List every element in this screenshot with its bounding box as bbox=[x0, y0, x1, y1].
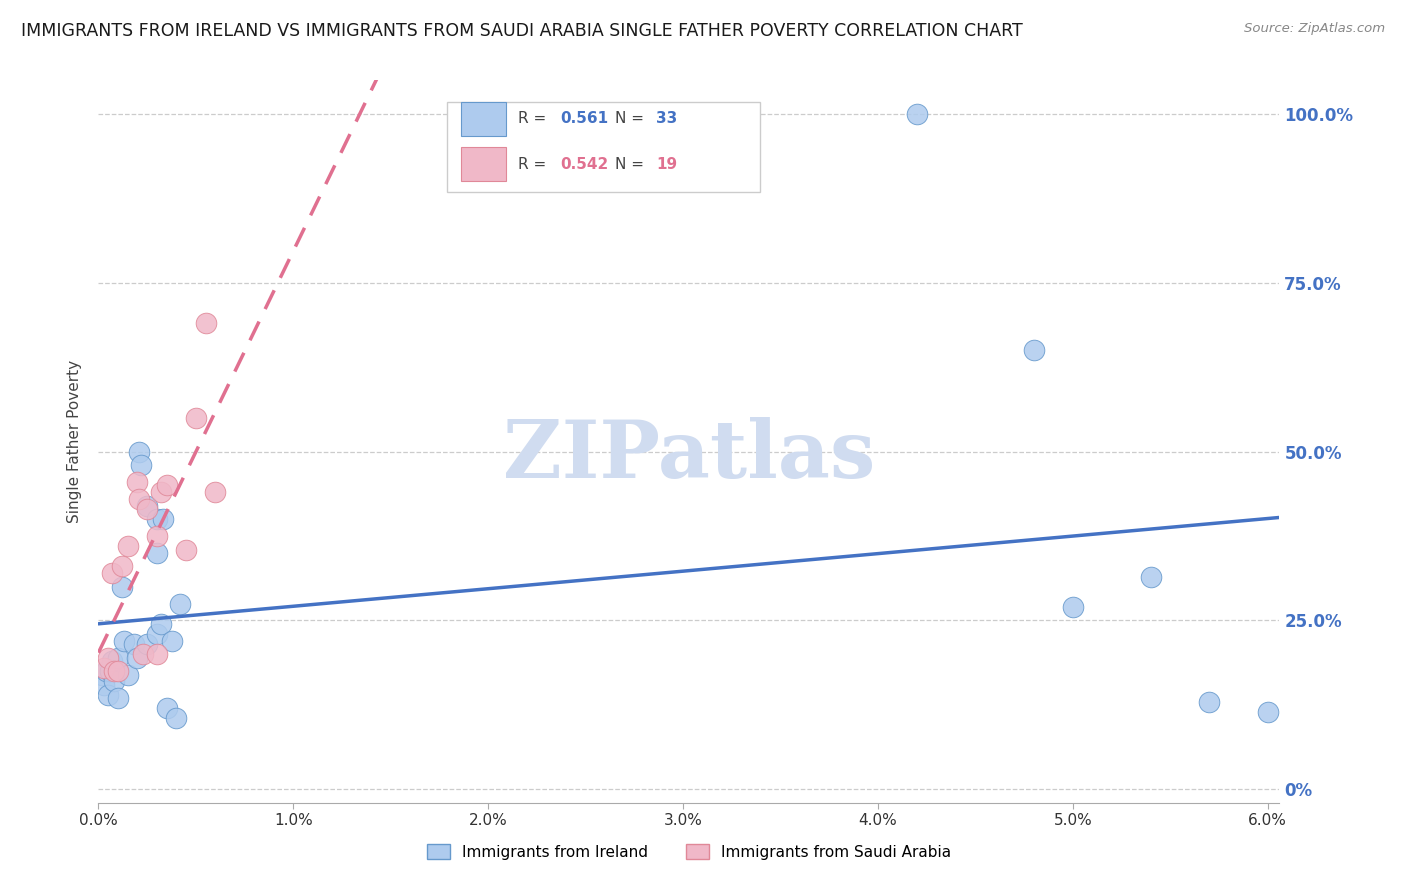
Point bbox=[101, 654, 124, 668]
Point bbox=[194, 317, 217, 331]
FancyBboxPatch shape bbox=[461, 102, 506, 136]
Point bbox=[184, 411, 207, 425]
Point bbox=[204, 485, 226, 500]
Point bbox=[146, 546, 169, 560]
Point bbox=[146, 529, 169, 543]
Point bbox=[136, 502, 159, 516]
Point bbox=[96, 664, 118, 678]
Point bbox=[174, 542, 197, 557]
Text: ZIPatlas: ZIPatlas bbox=[503, 417, 875, 495]
Point bbox=[101, 566, 124, 581]
Point bbox=[111, 559, 134, 574]
Point bbox=[107, 691, 129, 706]
Y-axis label: Single Father Poverty: Single Father Poverty bbox=[67, 360, 83, 523]
Point bbox=[1257, 705, 1279, 719]
Text: IMMIGRANTS FROM IRELAND VS IMMIGRANTS FROM SAUDI ARABIA SINGLE FATHER POVERTY CO: IMMIGRANTS FROM IRELAND VS IMMIGRANTS FR… bbox=[21, 22, 1022, 40]
Point bbox=[128, 491, 150, 506]
Point bbox=[117, 539, 139, 553]
Point bbox=[93, 678, 115, 692]
Point bbox=[905, 107, 928, 121]
Point bbox=[146, 512, 169, 526]
Point bbox=[149, 616, 172, 631]
Point bbox=[122, 637, 145, 651]
Point bbox=[111, 580, 134, 594]
Point bbox=[91, 667, 114, 681]
Text: 19: 19 bbox=[655, 157, 678, 171]
Text: 0.542: 0.542 bbox=[560, 157, 609, 171]
Point bbox=[136, 499, 159, 513]
Text: N =: N = bbox=[614, 112, 648, 127]
Point bbox=[1062, 599, 1084, 614]
Point bbox=[112, 633, 135, 648]
FancyBboxPatch shape bbox=[461, 147, 506, 181]
Point bbox=[169, 597, 191, 611]
Text: 0.561: 0.561 bbox=[560, 112, 609, 127]
Point bbox=[107, 650, 129, 665]
Point bbox=[1140, 569, 1163, 583]
Point bbox=[162, 633, 184, 648]
Point bbox=[103, 664, 125, 678]
Point bbox=[127, 650, 149, 665]
Point bbox=[98, 664, 121, 678]
Point bbox=[127, 475, 149, 489]
Point bbox=[107, 664, 129, 678]
Point bbox=[97, 650, 120, 665]
Text: N =: N = bbox=[614, 157, 648, 171]
Text: Source: ZipAtlas.com: Source: ZipAtlas.com bbox=[1244, 22, 1385, 36]
Point bbox=[149, 485, 172, 500]
Point bbox=[103, 674, 125, 689]
Point bbox=[146, 627, 169, 641]
Point bbox=[117, 667, 139, 681]
Point bbox=[156, 701, 179, 715]
Point bbox=[152, 512, 174, 526]
FancyBboxPatch shape bbox=[447, 102, 759, 193]
Point bbox=[97, 688, 120, 702]
Text: R =: R = bbox=[517, 112, 551, 127]
Legend: Immigrants from Ireland, Immigrants from Saudi Arabia: Immigrants from Ireland, Immigrants from… bbox=[419, 836, 959, 867]
Point bbox=[1022, 343, 1045, 358]
Text: 33: 33 bbox=[655, 112, 678, 127]
Point bbox=[132, 647, 155, 661]
Point bbox=[128, 444, 150, 458]
Point bbox=[165, 711, 187, 725]
Point bbox=[146, 647, 169, 661]
Point bbox=[129, 458, 152, 472]
Point bbox=[156, 478, 179, 492]
Point bbox=[93, 661, 115, 675]
Point bbox=[136, 637, 159, 651]
Point bbox=[1198, 694, 1220, 708]
Text: R =: R = bbox=[517, 157, 551, 171]
